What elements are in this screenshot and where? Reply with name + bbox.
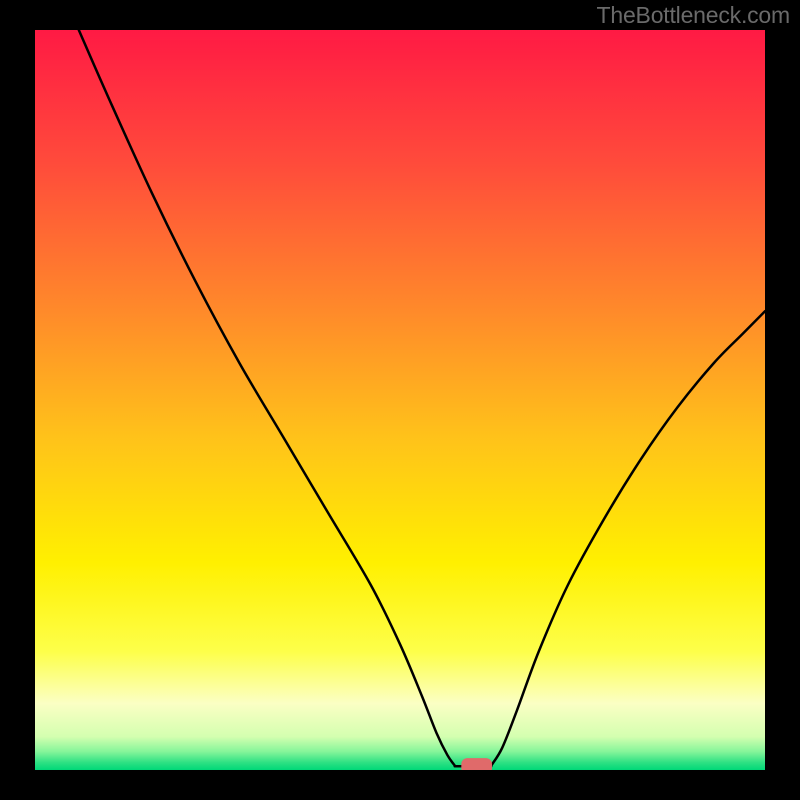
bottleneck-chart: [0, 0, 800, 800]
plot-background-gradient: [35, 30, 765, 770]
attribution-text: TheBottleneck.com: [597, 2, 790, 29]
